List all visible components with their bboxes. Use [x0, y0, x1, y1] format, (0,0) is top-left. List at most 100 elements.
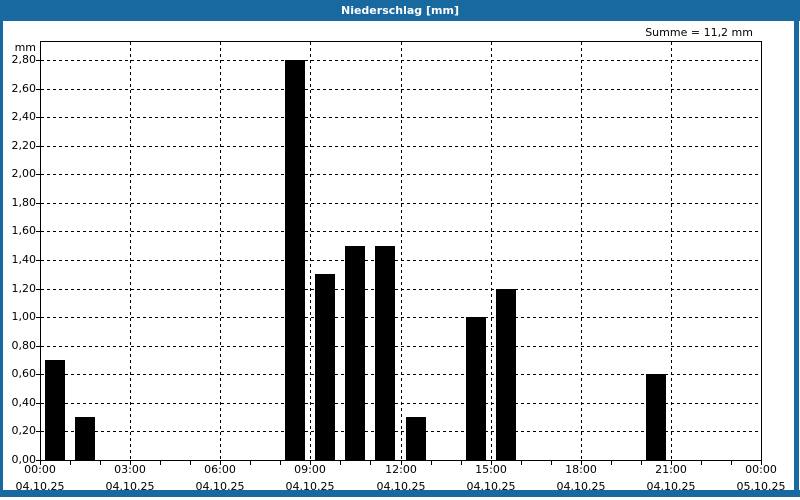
x-axis-date-label: 04.10.25 — [376, 480, 426, 493]
x-axis-date-label: 04.10.25 — [105, 480, 155, 493]
y-axis-tick-label: 0,60 — [11, 367, 37, 380]
y-axis-tick-label: 2,00 — [11, 167, 37, 180]
y-axis-tick — [36, 260, 40, 261]
x-axis-tick — [611, 461, 612, 465]
x-axis-tick — [551, 461, 552, 465]
x-axis-time-label: 12:00 — [385, 463, 417, 476]
x-axis-tick — [160, 461, 161, 465]
precipitation-bar — [45, 360, 65, 460]
y-axis-tick-label: 0,40 — [11, 396, 37, 409]
y-grid-line — [41, 289, 760, 290]
x-grid-line — [220, 42, 221, 459]
x-axis-tick — [340, 461, 341, 465]
x-grid-line — [671, 42, 672, 459]
x-axis-date-label: 04.10.25 — [195, 480, 245, 493]
y-grid-line — [41, 231, 760, 232]
y-grid-line — [41, 146, 760, 147]
y-grid-line — [41, 89, 760, 90]
x-axis-date-label: 04.10.25 — [646, 480, 696, 493]
sum-label: Summe = 11,2 mm — [645, 26, 753, 39]
x-axis-tick — [701, 461, 702, 465]
y-axis-tick — [36, 203, 40, 204]
x-axis-time-label: 03:00 — [114, 463, 146, 476]
precipitation-bar — [345, 246, 365, 460]
precipitation-bar — [496, 289, 516, 460]
plot-frame — [40, 41, 762, 461]
window-border-left — [0, 0, 3, 497]
x-grid-line — [491, 42, 492, 459]
x-axis-tick — [521, 461, 522, 465]
x-axis-tick — [70, 461, 71, 465]
x-axis-time-label: 18:00 — [565, 463, 597, 476]
y-axis-tick — [36, 174, 40, 175]
y-grid-line — [41, 260, 760, 261]
y-axis-tick-label: 2,40 — [11, 110, 37, 123]
y-grid-line — [41, 317, 760, 318]
precipitation-bar — [406, 417, 426, 460]
y-axis-tick-label: 1,80 — [11, 196, 37, 209]
x-axis-tick — [190, 461, 191, 465]
x-grid-line — [310, 42, 311, 459]
precipitation-bar — [285, 60, 305, 460]
y-axis-tick-label: 0,20 — [11, 424, 37, 437]
y-axis-tick-label: 1,40 — [11, 253, 37, 266]
y-axis-tick — [36, 460, 40, 461]
y-axis-tick-label: 1,60 — [11, 224, 37, 237]
x-axis-tick — [731, 461, 732, 465]
y-axis-tick-label: 2,20 — [11, 139, 37, 152]
y-axis-tick-label: 2,60 — [11, 82, 37, 95]
y-axis-tick — [36, 89, 40, 90]
precipitation-bar — [466, 317, 486, 460]
y-axis-tick — [36, 146, 40, 147]
x-axis-tick — [431, 461, 432, 465]
x-axis-time-label: 15:00 — [475, 463, 507, 476]
y-grid-line — [41, 431, 760, 432]
y-axis-tick — [36, 431, 40, 432]
precipitation-bar — [375, 246, 395, 460]
x-axis-date-label: 04.10.25 — [556, 480, 606, 493]
x-grid-line — [130, 42, 131, 459]
window-title: Niederschlag [mm] — [0, 0, 800, 21]
precipitation-bar — [75, 417, 95, 460]
precipitation-bar — [315, 274, 335, 460]
y-grid-line — [41, 203, 760, 204]
y-grid-line — [41, 174, 760, 175]
y-grid-line — [41, 346, 760, 347]
y-axis-tick — [36, 289, 40, 290]
x-axis-tick — [280, 461, 281, 465]
precipitation-bar — [646, 374, 666, 460]
window-border-right — [794, 0, 799, 497]
y-axis-tick — [36, 346, 40, 347]
x-axis-tick — [461, 461, 462, 465]
y-axis-tick-label: 1,20 — [11, 282, 37, 295]
x-axis-date-label: 04.10.25 — [466, 480, 516, 493]
x-axis-date-label: 05.10.25 — [736, 480, 786, 493]
x-axis-tick — [250, 461, 251, 465]
x-axis-tick — [130, 461, 131, 465]
x-axis-tick — [581, 461, 582, 465]
y-grid-line — [41, 374, 760, 375]
y-axis-tick — [36, 374, 40, 375]
y-axis-tick — [36, 231, 40, 232]
y-axis-tick — [36, 117, 40, 118]
x-axis-tick — [370, 461, 371, 465]
y-axis-tick-label: 0,80 — [11, 339, 37, 352]
y-axis-tick — [36, 403, 40, 404]
x-axis-time-label: 09:00 — [294, 463, 326, 476]
x-axis-date-label: 04.10.25 — [15, 480, 65, 493]
x-axis-tick — [671, 461, 672, 465]
x-axis-time-label: 00:00 — [24, 463, 56, 476]
y-axis-tick-label: 1,00 — [11, 310, 37, 323]
x-axis-time-label: 06:00 — [204, 463, 236, 476]
x-axis-date-label: 04.10.25 — [285, 480, 335, 493]
x-axis-tick — [100, 461, 101, 465]
x-grid-line — [401, 42, 402, 459]
y-grid-line — [41, 60, 760, 61]
x-axis-tick — [310, 461, 311, 465]
window-border-bottom — [0, 490, 800, 497]
y-axis-tick — [36, 60, 40, 61]
y-axis-tick-label: 2,80 — [11, 53, 37, 66]
y-axis-unit-label: mm — [14, 41, 36, 54]
x-axis-time-label: 00:00 — [745, 463, 777, 476]
